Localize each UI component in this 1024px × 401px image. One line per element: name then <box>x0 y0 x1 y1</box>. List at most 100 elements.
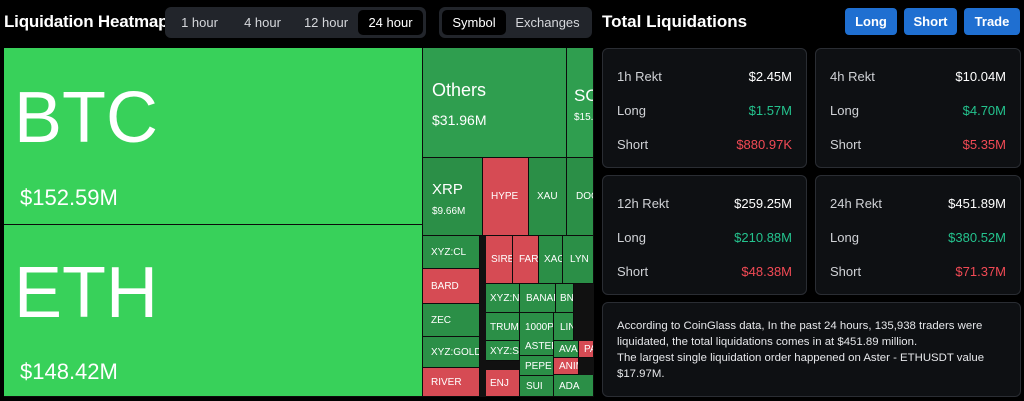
heatmap-tile-avax[interactable]: AVAX <box>554 341 579 358</box>
liquidation-summary-text: According to CoinGlass data, In the past… <box>602 302 1021 397</box>
tab-12-hour[interactable]: 12 hour <box>303 15 349 30</box>
short-label: Short <box>617 264 649 279</box>
long-label: Long <box>830 230 859 245</box>
tile-symbol: HYPE <box>491 191 519 202</box>
tile-symbol: PEPE <box>525 361 552 372</box>
heatmap-tile-sui[interactable]: SUI <box>520 376 554 397</box>
short-label: Short <box>617 137 649 152</box>
heatmap-tile-fartcoin[interactable]: FARTCOIN <box>513 236 539 284</box>
group-by-tabs: Symbol Exchanges <box>439 7 592 38</box>
heatmap-tile-eth[interactable]: ETH $148.42M <box>4 225 423 397</box>
tile-value: $9.66M <box>432 206 466 217</box>
heatmap-tile-river[interactable]: RIVER <box>423 368 480 397</box>
tile-symbol: ENJ <box>490 378 509 389</box>
rekt-total-value: $451.89M <box>948 196 1006 211</box>
rekt-period-label: 1h Rekt <box>617 69 662 84</box>
rekt-total-value: $259.25M <box>734 196 792 211</box>
heatmap-tile-enj[interactable]: ENJ <box>486 370 520 397</box>
heatmap-tile-paxg[interactable]: PAXG <box>579 341 594 358</box>
short-label: Short <box>830 264 862 279</box>
heatmap-title: Liquidation Heatmap <box>4 12 169 31</box>
heatmap-tile-others[interactable]: Others $31.96M <box>423 48 567 158</box>
tab-1-hour[interactable]: 1 hour <box>181 15 218 30</box>
heatmap-tile-ada[interactable]: ADA <box>554 375 594 397</box>
heatmap-tile-hype[interactable]: HYPE <box>483 158 529 236</box>
long-value: $380.52M <box>948 230 1006 245</box>
heatmap-tile-btc[interactable]: BTC $152.59M <box>4 48 423 225</box>
tile-symbol: XRP <box>432 181 463 198</box>
tile-symbol: 1000PEPE <box>525 322 554 333</box>
tab-4-hour[interactable]: 4 hour <box>244 15 281 30</box>
total-liquidations-title: Total Liquidations <box>602 12 748 31</box>
long-label: Long <box>617 230 646 245</box>
rekt-card-1h: 1h Rekt $2.45M Long $1.57M Short $880.97K <box>602 48 807 168</box>
tile-symbol: BARD <box>431 281 459 292</box>
tile-symbol: XYZ:SILVER <box>490 346 519 357</box>
heatmap-tile-bard[interactable]: BARD <box>423 269 480 304</box>
tile-symbol: ASTER <box>525 341 553 352</box>
rekt-period-label: 24h Rekt <box>830 196 883 211</box>
heatmap-tile-link[interactable]: LINK <box>554 313 574 341</box>
tile-symbol: XAU <box>537 191 558 202</box>
heatmap-tile-xrp[interactable]: XRP $9.66M <box>423 158 483 236</box>
short-value: $880.97K <box>736 137 792 152</box>
heatmap-tile-trump[interactable]: TRUMP <box>486 313 520 341</box>
liquidation-heatmap: BTC $152.59M ETH $148.42M Others $31.96M… <box>4 48 594 397</box>
heatmap-tile-sol[interactable]: SOL $15. <box>567 48 594 158</box>
long-button[interactable]: Long <box>845 8 897 35</box>
heatmap-tile-xag[interactable]: XAG <box>539 236 563 284</box>
heatmap-tile-xyz-cl[interactable]: XYZ:CL <box>423 236 480 269</box>
time-range-tabs: 1 hour 4 hour 12 hour 24 hour <box>165 7 426 38</box>
rekt-total-value: $10.04M <box>955 69 1006 84</box>
tile-symbol: TRUMP <box>490 322 519 333</box>
trade-button[interactable]: Trade <box>964 8 1020 35</box>
heatmap-tile-pepe[interactable]: PEPE <box>520 356 554 376</box>
tile-value: $152.59M <box>20 185 118 210</box>
tile-symbol: ADA <box>559 381 580 392</box>
heatmap-tile-xau[interactable]: XAU <box>529 158 567 236</box>
heatmap-tile-xyz-gold[interactable]: XYZ:GOLD <box>423 337 480 368</box>
tile-symbol: ZEC <box>431 315 451 326</box>
tile-symbol: FARTCOIN <box>519 254 539 265</box>
short-button[interactable]: Short <box>904 8 957 35</box>
heatmap-tile-lyn[interactable]: LYN <box>563 236 594 284</box>
heatmap-tile-bnb[interactable]: BNB <box>556 284 574 313</box>
heatmap-tile-banana[interactable]: BANANA <box>520 284 556 313</box>
tile-value: $148.42M <box>20 359 118 384</box>
heatmap-tile-xyz-nvda[interactable]: XYZ:NVDA <box>486 284 520 313</box>
short-value: $5.35M <box>962 137 1006 152</box>
heatmap-tile-siren[interactable]: SIREN <box>486 236 513 284</box>
tile-symbol: Others <box>432 80 487 100</box>
heatmap-tile-aster[interactable]: ASTER <box>520 336 554 356</box>
rekt-card-24h: 24h Rekt $451.89M Long $380.52M Short $71.3… <box>815 175 1021 295</box>
tile-symbol: BTC <box>14 78 158 158</box>
rekt-card-4h: 4h Rekt $10.04M Long $4.70M Short $5.35M <box>815 48 1021 168</box>
tile-symbol: BANANA <box>526 293 555 304</box>
long-label: Long <box>830 103 859 118</box>
rekt-period-label: 12h Rekt <box>617 196 670 211</box>
tile-symbol: ANIME <box>559 361 578 372</box>
tile-symbol: RIVER <box>431 377 462 388</box>
tile-symbol: LYN <box>570 254 589 265</box>
tile-symbol: AVAX <box>559 344 578 355</box>
long-value: $4.70M <box>962 103 1006 118</box>
heatmap-tile-xyz-silver[interactable]: XYZ:SILVER <box>486 341 520 361</box>
tile-symbol: PAXG <box>584 344 593 355</box>
tab-24-hour[interactable]: 24 hour <box>358 10 423 35</box>
summary-line-largest-order: The largest single liquidation order hap… <box>617 352 985 380</box>
tile-symbol: XYZ:NVDA <box>490 293 520 304</box>
tab-exchanges[interactable]: Exchanges <box>515 15 580 30</box>
tile-symbol: BNB <box>560 293 574 304</box>
tile-value: $15. <box>574 112 594 123</box>
rekt-card-12h: 12h Rekt $259.25M Long $210.88M Short $48.3… <box>602 175 807 295</box>
tab-symbol[interactable]: Symbol <box>442 10 506 35</box>
rekt-period-label: 4h Rekt <box>830 69 875 84</box>
heatmap-tile-zec[interactable]: ZEC <box>423 304 480 337</box>
heatmap-tile-anime[interactable]: ANIME <box>554 358 579 375</box>
heatmap-tile-doge[interactable]: DOGE <box>567 158 594 236</box>
tile-symbol: XYZ:CL <box>431 247 467 258</box>
rekt-total-value: $2.45M <box>748 69 792 84</box>
long-value: $210.88M <box>734 230 792 245</box>
tile-symbol: ETH <box>14 253 158 333</box>
long-value: $1.57M <box>748 103 792 118</box>
